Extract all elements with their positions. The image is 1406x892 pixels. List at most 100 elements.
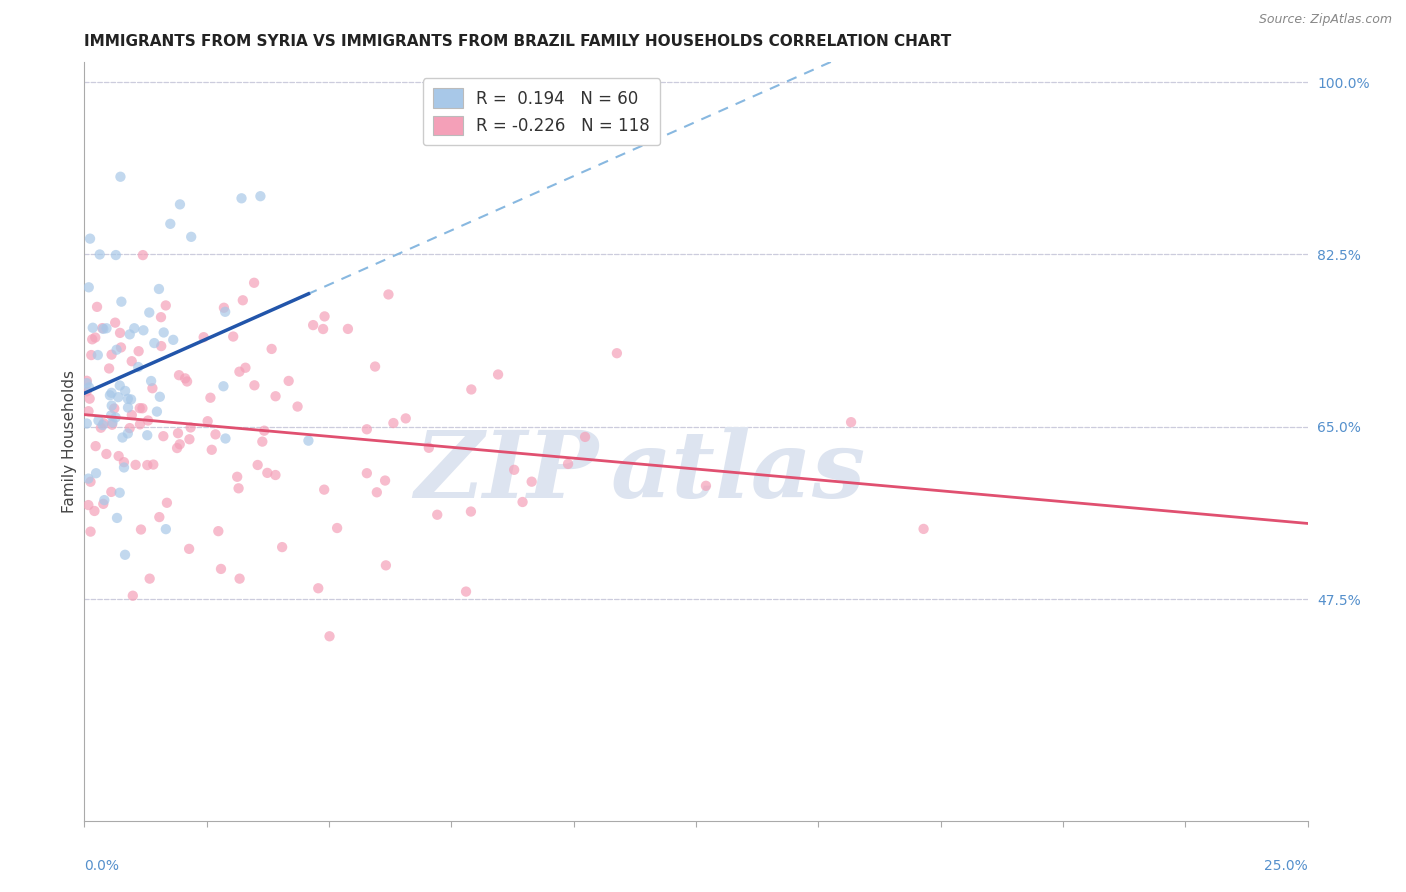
Point xyxy=(271,540,294,554)
Point xyxy=(152,429,174,443)
Y-axis label: Family Households: Family Households xyxy=(62,370,77,513)
Point xyxy=(111,431,134,445)
Point xyxy=(118,327,141,342)
Point xyxy=(193,330,215,344)
Point xyxy=(91,418,114,433)
Point xyxy=(197,414,219,428)
Point xyxy=(104,248,127,262)
Point xyxy=(101,416,124,430)
Point xyxy=(108,378,131,392)
Point xyxy=(117,426,139,441)
Point xyxy=(695,479,717,493)
Point xyxy=(166,441,188,455)
Point xyxy=(460,383,482,397)
Point xyxy=(356,466,378,480)
Point xyxy=(212,379,235,393)
Point xyxy=(93,416,115,430)
Point xyxy=(87,348,110,362)
Point xyxy=(169,197,191,211)
Point xyxy=(120,392,142,407)
Point xyxy=(76,374,98,388)
Point xyxy=(395,411,418,425)
Point xyxy=(382,416,405,430)
Point xyxy=(90,421,112,435)
Point xyxy=(318,629,340,643)
Point xyxy=(79,392,101,406)
Point xyxy=(174,371,197,385)
Point xyxy=(129,523,152,537)
Point xyxy=(366,485,388,500)
Point xyxy=(374,558,396,573)
Point xyxy=(226,470,249,484)
Point xyxy=(108,326,131,340)
Point xyxy=(179,432,201,446)
Point xyxy=(235,360,257,375)
Point xyxy=(124,458,146,472)
Point xyxy=(512,495,534,509)
Point xyxy=(243,276,266,290)
Point xyxy=(107,449,129,463)
Point xyxy=(100,409,122,423)
Point xyxy=(82,332,104,346)
Point xyxy=(150,310,173,325)
Point xyxy=(143,336,166,351)
Point xyxy=(76,384,98,399)
Point xyxy=(155,298,177,312)
Point xyxy=(122,321,145,335)
Point xyxy=(117,401,139,415)
Text: 0.0%: 0.0% xyxy=(84,858,120,872)
Point xyxy=(155,522,177,536)
Point xyxy=(214,305,236,319)
Point xyxy=(105,511,128,525)
Point xyxy=(112,460,135,475)
Point xyxy=(91,497,114,511)
Point xyxy=(264,389,287,403)
Point xyxy=(127,359,149,374)
Point xyxy=(228,365,250,379)
Point xyxy=(139,374,162,388)
Point xyxy=(100,399,122,413)
Point xyxy=(243,378,266,392)
Point xyxy=(108,485,131,500)
Point xyxy=(114,548,136,562)
Point xyxy=(100,484,122,499)
Point xyxy=(418,441,440,455)
Point xyxy=(426,508,449,522)
Point xyxy=(107,390,129,404)
Point xyxy=(312,322,335,336)
Point xyxy=(201,442,224,457)
Point xyxy=(209,562,232,576)
Point xyxy=(121,408,143,422)
Point xyxy=(302,318,325,332)
Point xyxy=(76,376,98,391)
Point xyxy=(96,321,118,335)
Point xyxy=(79,232,101,246)
Point xyxy=(79,475,101,489)
Point xyxy=(112,455,135,469)
Point xyxy=(180,230,202,244)
Point xyxy=(100,348,122,362)
Point xyxy=(356,422,378,436)
Point xyxy=(297,434,319,448)
Point xyxy=(167,426,190,441)
Point xyxy=(179,541,201,556)
Point xyxy=(110,294,132,309)
Point xyxy=(180,420,202,434)
Point xyxy=(86,300,108,314)
Point xyxy=(132,323,155,337)
Point xyxy=(169,437,191,451)
Point xyxy=(132,248,155,262)
Point xyxy=(503,463,526,477)
Point xyxy=(287,400,309,414)
Point xyxy=(110,169,132,184)
Point xyxy=(77,404,100,418)
Point xyxy=(314,483,336,497)
Point xyxy=(232,293,254,308)
Point xyxy=(121,589,143,603)
Point xyxy=(83,504,105,518)
Point xyxy=(246,458,269,472)
Point xyxy=(606,346,628,360)
Point xyxy=(200,391,222,405)
Point xyxy=(104,410,127,425)
Point xyxy=(129,417,152,432)
